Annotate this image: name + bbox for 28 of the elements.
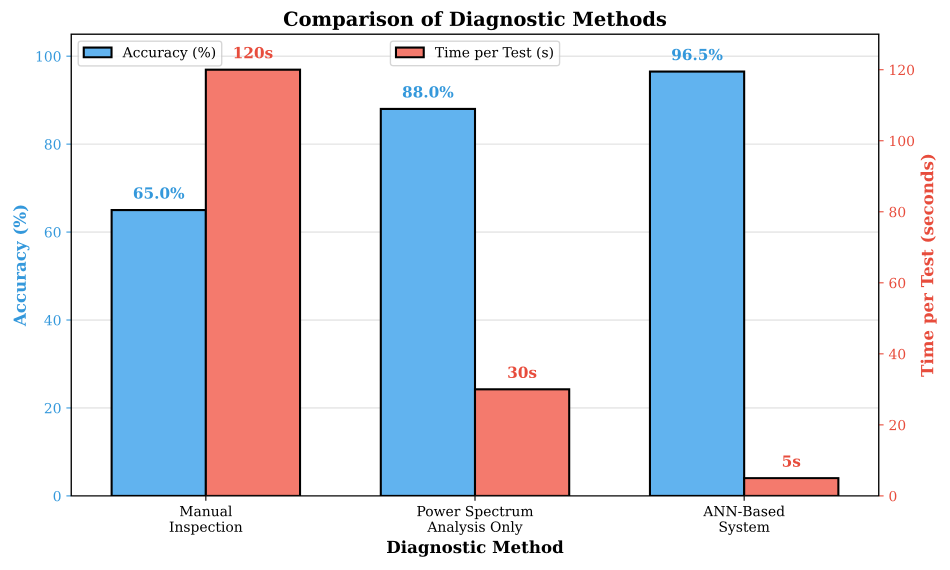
x-tick-label: Power Spectrum Analysis Only [417, 506, 534, 535]
y2-tick-label: 120 [890, 64, 914, 76]
y2-tick-label: 100 [890, 136, 914, 146]
y-tick-label: 100 [36, 51, 61, 62]
y2-tick-label: 80 [889, 206, 906, 218]
y-tick-label: 0 [54, 490, 61, 502]
data-label: 30s [508, 366, 536, 378]
y2-tick-label: 60 [889, 278, 906, 288]
data-label: 65.0% [134, 187, 184, 199]
x-tick-label: ANN-Based System [703, 506, 785, 535]
y-tick-label: 80 [44, 139, 61, 150]
y2-tick-label: 0 [889, 490, 896, 502]
data-label: 96.5% [672, 48, 723, 60]
y2-tick-label: 40 [888, 348, 906, 360]
chart-title: Comparison of Diagnostic Methods [284, 11, 666, 30]
y-tick-label: 40 [44, 314, 61, 326]
legend-label: Accuracy (%) [122, 46, 216, 60]
y2-axis-title: Time per Test (seconds) [920, 154, 937, 377]
y2-tick-label: 20 [889, 420, 906, 430]
data-label: 120s [234, 46, 273, 58]
x-tick-label: Manual Inspection [170, 506, 242, 535]
y-tick-label: 60 [44, 227, 61, 238]
x-axis-title: Diagnostic Method [387, 540, 564, 557]
y-tick-label: 20 [44, 402, 61, 414]
data-label: 5s [782, 455, 800, 467]
y-axis-title: Accuracy (%) [13, 206, 30, 326]
data-label: 88.0% [402, 86, 454, 98]
legend-label: Time per Test (s) [434, 46, 553, 60]
